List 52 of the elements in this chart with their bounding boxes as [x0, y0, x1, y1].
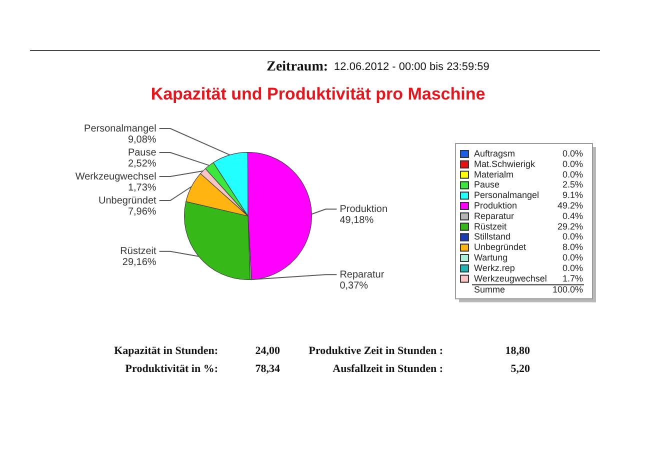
chart-subtitle: Zeitraum: 12.06.2012 - 00:00 bis 23:59:59 [266, 60, 490, 75]
text: 0.0% [562, 158, 583, 169]
text: 100.0% [552, 284, 583, 295]
slice-label: Pause [128, 147, 157, 158]
text: Produktivität in %: [125, 362, 218, 375]
legend-label: Stillstand [474, 232, 511, 242]
text: 5,20 [510, 362, 530, 375]
text: Produktive Zeit in Stunden : [308, 344, 443, 357]
text: 0.4% [562, 210, 583, 221]
slice-label: Reparatur [340, 269, 385, 280]
text: 8.0% [562, 242, 583, 252]
legend-label: Auftragsm [474, 148, 516, 158]
legend-label: Werkzeugwechsel [474, 273, 547, 284]
text: 29.2% [557, 221, 583, 232]
chart-title: Kapazität und Produktivität pro Maschine [150, 84, 486, 104]
data-label: 0,37% [340, 280, 368, 292]
data-label: 9,08% [128, 134, 156, 146]
data-label: 29,16% [122, 257, 156, 268]
text: 0.0% [562, 252, 583, 262]
text: 1.7% [562, 273, 583, 284]
legend-label: Mat.Schwierigk [474, 158, 536, 169]
data-label: 2,52% [128, 158, 156, 170]
data-label: 7,96% [128, 206, 156, 218]
data-label: 49,18% [340, 214, 374, 226]
data-label: 1,73% [128, 182, 156, 194]
legend-label: Produktion [474, 200, 518, 210]
text: Kapazität in Stunden: [114, 344, 218, 357]
slice-label: Personalmangel [84, 123, 156, 134]
legend-label: Rüstzeit [474, 221, 508, 232]
text: 18,80 [505, 344, 530, 357]
text: Ausfallzeit in Stunden : [332, 362, 443, 375]
slice-label: Werkzeugwechsel [75, 171, 156, 182]
legend-label: Pause [474, 180, 500, 190]
slice-label: Produktion [340, 204, 388, 215]
text: 24,00 [255, 344, 280, 357]
text: Summe [474, 284, 506, 295]
legend-label: Materialm [474, 169, 514, 180]
legend-label: Werkz.rep [474, 262, 515, 273]
text: 49.2% [557, 200, 583, 210]
text: 0.0% [562, 232, 583, 242]
text: 2.5% [562, 180, 583, 190]
legend-label: Reparatur [474, 210, 514, 221]
text: 0.0% [562, 169, 583, 180]
text: 0.0% [562, 262, 583, 273]
legend-label: Wartung [474, 252, 508, 262]
slice-label: Rüstzeit [120, 246, 157, 258]
slice-label: Unbegründet [98, 195, 157, 206]
text: 78,34 [255, 362, 280, 375]
text: 0.0% [562, 148, 583, 158]
text: 9.1% [562, 190, 583, 200]
legend-label: Personalmangel [474, 190, 540, 200]
legend-label: Unbegründet [474, 242, 527, 252]
